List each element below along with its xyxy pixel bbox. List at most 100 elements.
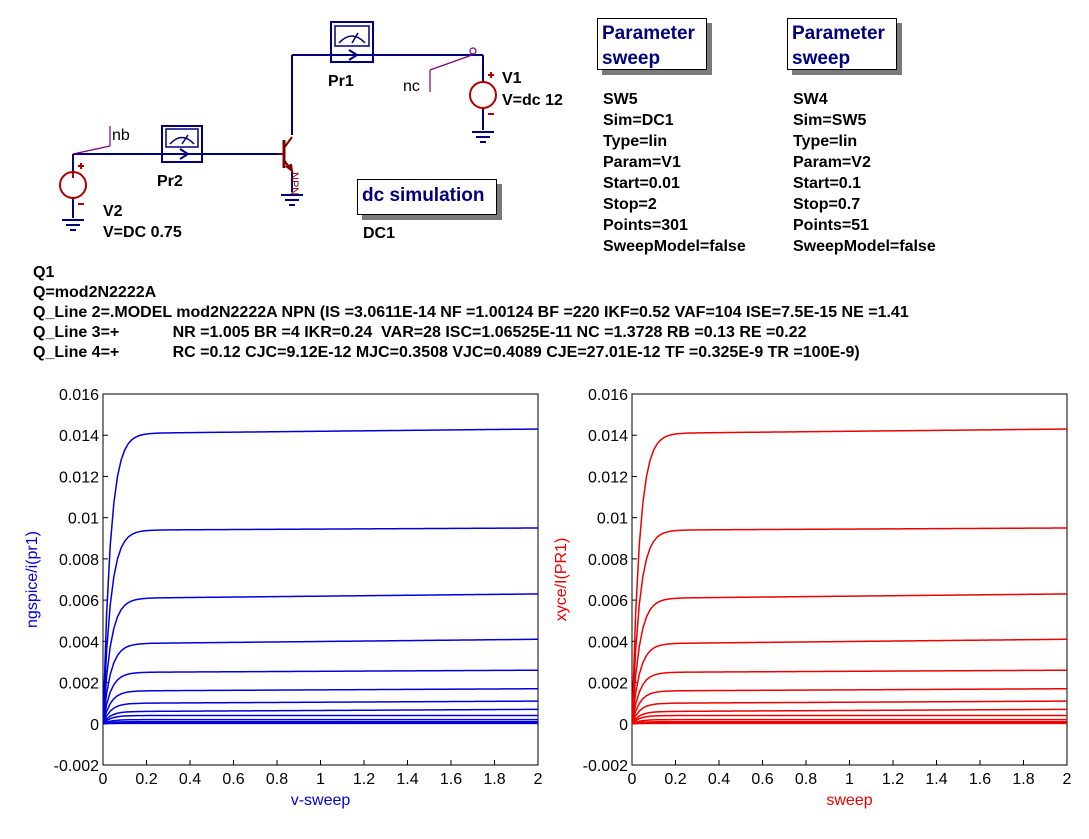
y-tick-label: 0 xyxy=(90,717,99,734)
v2-name-label: V2 xyxy=(103,203,123,220)
x-tick-label: 2 xyxy=(534,771,543,788)
param-line: SW4 xyxy=(793,91,828,108)
y-tick-label: 0.002 xyxy=(588,676,628,693)
x-tick-label: 0.8 xyxy=(266,771,288,788)
y-tick-label: 0.006 xyxy=(59,593,99,610)
x-tick-label: 0.4 xyxy=(708,771,730,788)
node-nc-label: nc xyxy=(403,78,420,95)
series-line xyxy=(103,428,538,724)
sweep-sw5-params: SW5 Sim=DC1 Type=lin Param=V1 Start=0.01… xyxy=(603,89,746,257)
probe-pr1-label: Pr1 xyxy=(328,73,354,90)
y-tick-label: 0.014 xyxy=(59,428,99,445)
series-line xyxy=(632,687,1067,724)
series-line xyxy=(103,718,538,725)
parameter-sweep-sw4-box[interactable]: Parameter sweep xyxy=(787,18,897,70)
voltage-source-v2-icon[interactable] xyxy=(59,163,87,205)
v2-value-label: V=DC 0.75 xyxy=(103,224,182,241)
param-line: Param=V2 xyxy=(793,154,871,171)
y-tick-label: 0.012 xyxy=(59,469,99,486)
param-line: SweepModel=false xyxy=(793,238,936,255)
param-line: Type=lin xyxy=(603,133,668,150)
y-axis-label: ngspice/i(pr1) xyxy=(24,531,41,628)
series-group xyxy=(103,428,538,725)
dc-simulation-box[interactable]: dc simulation xyxy=(357,179,497,215)
ground-icon xyxy=(281,194,303,206)
param-line: Points=301 xyxy=(603,217,688,234)
param-line: Start=0.01 xyxy=(603,175,680,192)
npn-transistor-icon[interactable] xyxy=(278,136,294,174)
series-line xyxy=(103,714,538,725)
y-tick-label: 0.008 xyxy=(588,552,628,569)
current-probe-pr2-icon[interactable] xyxy=(161,125,203,163)
y-tick-label: 0.01 xyxy=(597,511,628,528)
x-tick-label: 0.6 xyxy=(751,771,773,788)
y-tick-label: 0.014 xyxy=(588,428,628,445)
param-line: Points=51 xyxy=(793,217,870,234)
param-line: Sim=SW5 xyxy=(793,112,867,129)
model-line: Q_Line 2=.MODEL mod2N2222A NPN (IS =3.06… xyxy=(33,304,909,321)
model-line: Q_Line 3=+ NR =1.005 BR =4 IKR=0.24 VAR=… xyxy=(33,324,807,341)
x-tick-label: 1 xyxy=(845,771,854,788)
param-line: SW5 xyxy=(603,91,638,108)
series-line xyxy=(632,700,1067,725)
sweep-title-line2: sweep xyxy=(792,48,851,69)
x-tick-label: 0.8 xyxy=(795,771,817,788)
dc-simulation-name: DC1 xyxy=(363,225,396,242)
x-tick-label: 1.4 xyxy=(396,771,418,788)
y-tick-label: 0.012 xyxy=(588,469,628,486)
x-axis-label: sweep xyxy=(826,792,872,809)
param-line: Stop=2 xyxy=(603,196,657,213)
series-line xyxy=(632,593,1067,724)
dc-simulation-title: dc simulation xyxy=(362,185,485,206)
series-line xyxy=(632,428,1067,724)
x-tick-label: 0.4 xyxy=(179,771,201,788)
model-line: Q_Line 4=+ RC =0.12 CJC=9.12E-12 MJC=0.3… xyxy=(33,344,860,361)
series-line xyxy=(632,714,1067,725)
x-tick-label: 1.2 xyxy=(882,771,904,788)
y-tick-label: 0.016 xyxy=(59,387,99,404)
y-tick-label: 0.016 xyxy=(588,387,628,404)
series-line xyxy=(632,720,1067,725)
voltage-source-v1-icon[interactable] xyxy=(469,72,497,115)
model-line: Q=mod2N2222A xyxy=(33,284,157,301)
y-tick-label: 0 xyxy=(619,717,628,734)
xyce-chart[interactable]: -0.00200.0020.0040.0060.0080.010.0120.01… xyxy=(545,370,1089,839)
y-tick-label: 0.01 xyxy=(68,511,99,528)
plot-area xyxy=(631,393,1068,766)
param-line: Param=V1 xyxy=(603,154,681,171)
series-line xyxy=(632,708,1067,725)
ngspice-chart[interactable]: -0.00200.0020.0040.0060.0080.010.0120.01… xyxy=(0,370,545,839)
x-tick-label: 0 xyxy=(99,771,108,788)
y-axis-label: xyce/I(PR1) xyxy=(553,538,570,622)
y-tick-label: 0.008 xyxy=(59,552,99,569)
x-tick-label: 1.4 xyxy=(925,771,947,788)
series-line xyxy=(103,527,538,724)
series-line xyxy=(103,593,538,724)
node-label-leaders xyxy=(72,47,477,155)
y-tick-label: 0.006 xyxy=(588,593,628,610)
probe-pr2-label: Pr2 xyxy=(157,173,183,190)
series-group xyxy=(632,428,1067,725)
current-probe-pr1-icon[interactable] xyxy=(330,21,374,63)
node-nb-label: nb xyxy=(112,127,130,144)
y-tick-label: 0.004 xyxy=(588,634,628,651)
ground-icon xyxy=(62,219,84,231)
transistor-model-text[interactable]: Q1 Q=mod2N2222A Q_Line 2=.MODEL mod2N222… xyxy=(33,263,909,363)
x-tick-label: 0.6 xyxy=(222,771,244,788)
x-tick-label: 1.6 xyxy=(969,771,991,788)
param-line: Type=lin xyxy=(793,133,858,150)
x-tick-label: 2 xyxy=(1063,771,1072,788)
param-line: SweepModel=false xyxy=(603,238,746,255)
x-axis-label: v-sweep xyxy=(291,792,351,809)
x-tick-label: 1.8 xyxy=(483,771,505,788)
x-tick-label: 1 xyxy=(316,771,325,788)
sweep-title-line1: Parameter xyxy=(792,23,885,44)
param-line: Start=0.1 xyxy=(793,175,862,192)
series-line xyxy=(103,720,538,725)
x-tick-label: 0 xyxy=(628,771,637,788)
series-line xyxy=(103,669,538,724)
sweep-title-line1: Parameter xyxy=(602,23,695,44)
x-tick-label: 0.2 xyxy=(664,771,686,788)
series-line xyxy=(103,638,538,724)
parameter-sweep-sw5-box[interactable]: Parameter sweep xyxy=(597,18,707,70)
